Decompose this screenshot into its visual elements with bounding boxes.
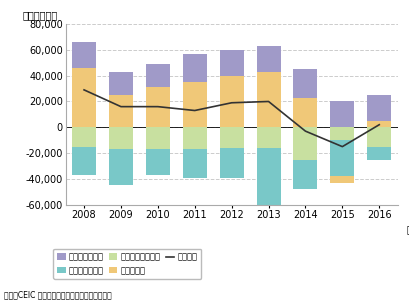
- Bar: [366, 121, 390, 127]
- Bar: [182, 127, 206, 149]
- Legend: 第二次所得収支, 第一次所得収支, サービス貲易収支, 財貲易収支, 経常収支: 第二次所得収支, 第一次所得収支, サービス貲易収支, 財貲易収支, 経常収支: [53, 249, 201, 279]
- Bar: [146, 149, 169, 175]
- Bar: [330, 127, 353, 140]
- Bar: [330, 176, 353, 183]
- Bar: [366, 147, 390, 160]
- Bar: [256, 127, 280, 148]
- Text: （年）: （年）: [405, 224, 409, 234]
- Bar: [256, 72, 280, 127]
- Bar: [72, 42, 96, 68]
- Bar: [72, 68, 96, 127]
- Bar: [182, 149, 206, 178]
- Bar: [72, 147, 96, 175]
- Bar: [293, 127, 317, 160]
- Bar: [256, 46, 280, 72]
- Bar: [146, 87, 169, 127]
- Bar: [293, 98, 317, 127]
- Bar: [109, 95, 133, 127]
- Text: 資料：CEIC データベースから経済産業省作成。: 資料：CEIC データベースから経済産業省作成。: [4, 290, 112, 299]
- Bar: [146, 64, 169, 87]
- Bar: [146, 127, 169, 149]
- Bar: [182, 54, 206, 82]
- Bar: [330, 140, 353, 176]
- Bar: [219, 148, 243, 178]
- Bar: [366, 95, 390, 121]
- Bar: [109, 127, 133, 149]
- Bar: [293, 69, 317, 98]
- Bar: [72, 127, 96, 147]
- Bar: [366, 127, 390, 147]
- Bar: [219, 50, 243, 76]
- Bar: [293, 160, 317, 189]
- Bar: [109, 72, 133, 95]
- Bar: [256, 148, 280, 206]
- Bar: [109, 149, 133, 185]
- Bar: [219, 76, 243, 127]
- Bar: [219, 127, 243, 148]
- Bar: [330, 101, 353, 127]
- Text: （百万ドル）: （百万ドル）: [22, 11, 58, 20]
- Bar: [182, 82, 206, 127]
